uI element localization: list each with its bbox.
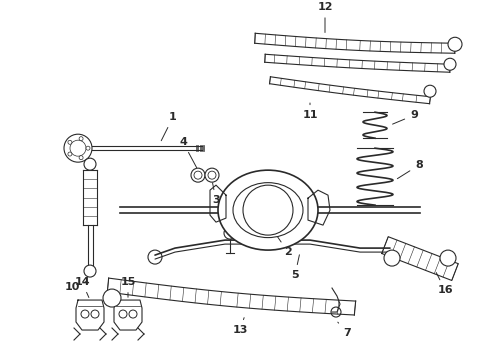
Circle shape: [448, 37, 462, 51]
Text: 3: 3: [212, 183, 220, 205]
Circle shape: [148, 250, 162, 264]
Circle shape: [331, 307, 341, 317]
Text: 13: 13: [232, 318, 247, 335]
Text: 1: 1: [161, 112, 177, 141]
Circle shape: [384, 250, 400, 266]
Circle shape: [205, 168, 219, 182]
Text: 15: 15: [121, 277, 136, 297]
Circle shape: [243, 185, 293, 235]
Circle shape: [81, 310, 89, 318]
Text: 9: 9: [392, 110, 418, 124]
Circle shape: [68, 140, 72, 144]
Circle shape: [103, 289, 121, 307]
Text: 12: 12: [317, 2, 333, 32]
Circle shape: [129, 310, 137, 318]
Circle shape: [444, 58, 456, 70]
Text: 5: 5: [291, 255, 299, 280]
Circle shape: [84, 265, 96, 277]
Text: 6: 6: [242, 193, 269, 223]
Circle shape: [119, 310, 127, 318]
Text: 14: 14: [74, 277, 90, 297]
Ellipse shape: [218, 170, 318, 250]
Circle shape: [79, 156, 83, 160]
Circle shape: [194, 171, 202, 179]
Circle shape: [191, 168, 205, 182]
Circle shape: [224, 227, 236, 239]
Text: 7: 7: [338, 322, 351, 338]
Circle shape: [86, 146, 90, 150]
Circle shape: [208, 171, 216, 179]
Text: 10: 10: [64, 281, 87, 292]
Text: 4: 4: [179, 137, 196, 168]
Circle shape: [424, 85, 436, 97]
Text: 2: 2: [274, 233, 292, 257]
Text: 8: 8: [397, 160, 423, 179]
Circle shape: [68, 152, 72, 156]
Circle shape: [70, 140, 86, 156]
Circle shape: [79, 137, 83, 141]
Text: 11: 11: [302, 103, 318, 120]
Circle shape: [91, 310, 99, 318]
Ellipse shape: [233, 183, 303, 238]
Circle shape: [440, 250, 456, 266]
Circle shape: [84, 158, 96, 170]
Circle shape: [64, 134, 92, 162]
Text: 16: 16: [436, 273, 453, 295]
